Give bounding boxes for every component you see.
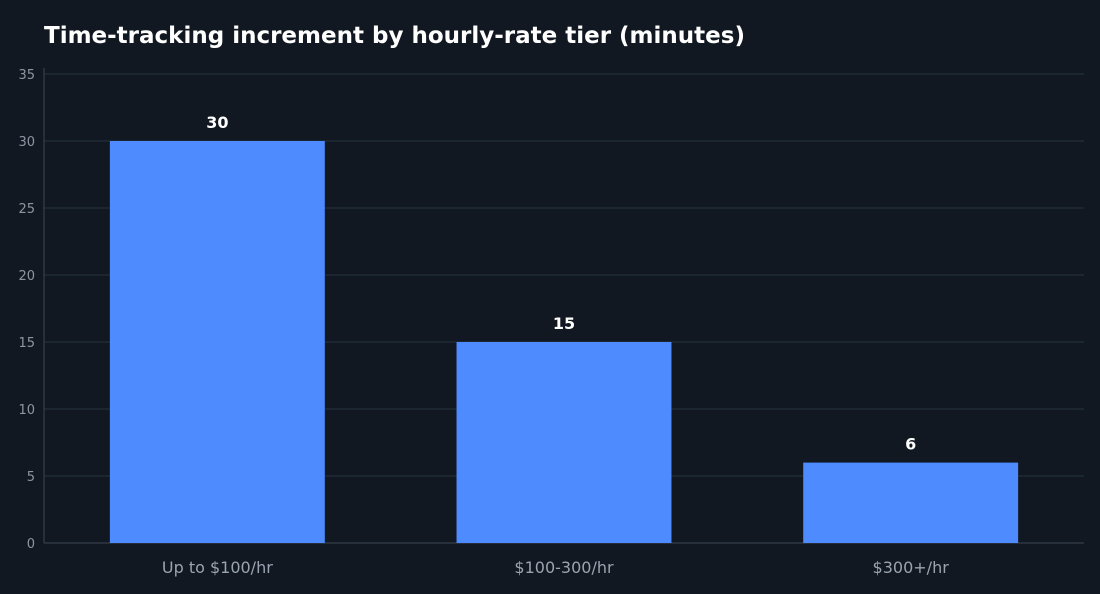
x-tick-label: $100-300/hr [514,558,614,577]
y-tick-label: 0 [27,537,35,552]
x-tick-label: $300+/hr [873,558,950,577]
x-axis-ticks: Up to $100/hr $100-300/hr $300+/hr [162,558,949,577]
bar-value-label: 15 [553,314,575,333]
y-tick-label: 35 [18,68,35,83]
value-labels: 30 15 6 [206,113,916,454]
bars [109,141,1019,543]
bar [803,462,1019,543]
y-tick-label: 30 [18,135,35,150]
bar [456,342,672,543]
y-tick-label: 5 [27,470,35,485]
y-tick-label: 10 [18,403,35,418]
y-tick-label: 15 [18,336,35,351]
y-tick-label: 25 [18,202,35,217]
chart-title: Time-tracking increment by hourly-rate t… [44,23,745,49]
bar [109,141,325,543]
bar-value-label: 6 [905,435,916,454]
y-axis-ticks: 0 5 10 15 20 25 30 35 [18,68,35,552]
bar-value-label: 30 [206,113,228,132]
y-tick-label: 20 [18,269,35,284]
x-tick-label: Up to $100/hr [162,558,273,577]
